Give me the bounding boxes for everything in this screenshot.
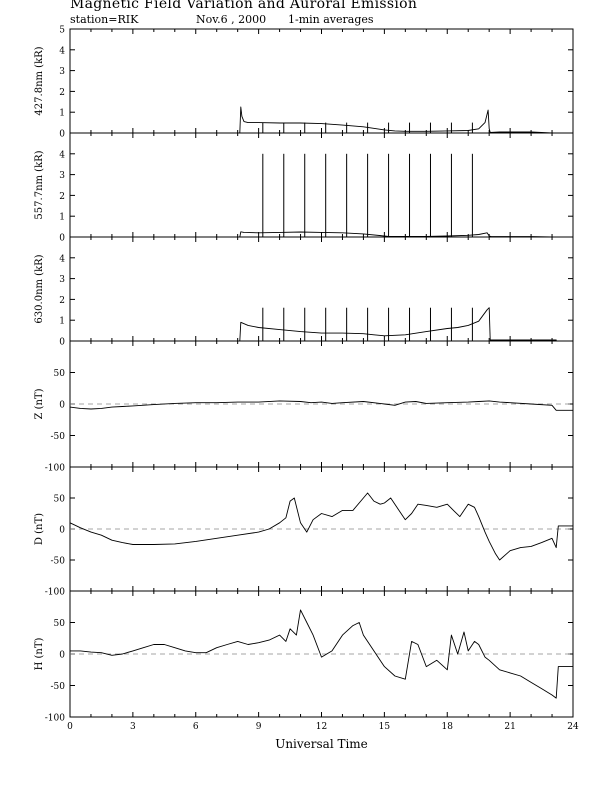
- panel-frame-1: [69, 28, 574, 134]
- x-tick-label: 9: [256, 722, 262, 732]
- y-tick-label: 0: [59, 234, 65, 244]
- series-line-2: [70, 231, 553, 238]
- y-tick-label: 50: [54, 495, 66, 505]
- y-tick-label: 1: [59, 317, 65, 327]
- y-tick-label: -50: [51, 557, 66, 567]
- x-tick-label: 15: [379, 722, 391, 732]
- x-axis-label: Universal Time: [275, 737, 368, 751]
- y-axis-label-3: 630.0nm (kR): [34, 254, 45, 323]
- panel-frame-2: [69, 132, 574, 238]
- y-tick-label: -100: [45, 464, 65, 474]
- y-tick-label: 1: [59, 213, 65, 223]
- x-tick-label: 3: [130, 722, 136, 732]
- y-tick-label: 50: [54, 619, 66, 629]
- y-tick-label: 3: [59, 171, 65, 181]
- y-axis-label-2: 557.7nm (kR): [34, 150, 45, 219]
- y-tick-label: -50: [51, 682, 66, 692]
- y-axis-label-6: H (nT): [34, 637, 45, 670]
- y-tick-label: -100: [45, 714, 65, 724]
- y-tick-label: 4: [59, 46, 65, 56]
- y-tick-label: 4: [59, 254, 65, 264]
- y-tick-label: -50: [51, 432, 66, 442]
- y-tick-label: 0: [59, 338, 65, 348]
- y-tick-label: 3: [59, 275, 65, 285]
- series-line-1: [70, 106, 553, 134]
- y-tick-label: 5: [59, 26, 65, 36]
- panel-frame-3: [69, 236, 574, 342]
- y-axis-label-1: 427.8nm (kR): [34, 46, 45, 115]
- y-tick-label: -100: [45, 588, 65, 598]
- x-tick-label: 6: [193, 722, 199, 732]
- y-tick-label: 2: [59, 296, 65, 306]
- y-tick-label: 2: [59, 192, 65, 202]
- series-line-5: [69, 492, 573, 561]
- series-line-4: [69, 400, 573, 411]
- series-line-3: [70, 307, 573, 342]
- y-tick-label: 1: [59, 109, 65, 119]
- x-tick-label: 0: [67, 722, 73, 732]
- y-tick-label: 4: [59, 150, 65, 160]
- x-tick-label: 24: [567, 722, 579, 732]
- y-tick-label: 2: [59, 88, 65, 98]
- y-axis-label-5: D (nT): [34, 513, 45, 545]
- x-tick-label: 12: [316, 722, 327, 732]
- y-tick-label: 50: [54, 369, 66, 379]
- averaging-label: 1-min averages: [288, 13, 374, 26]
- y-tick-label: 0: [59, 651, 65, 661]
- chart-title: Magnetic Field Variation and Auroral Emi…: [70, 0, 418, 12]
- x-tick-label: 18: [442, 722, 454, 732]
- y-tick-label: 3: [59, 67, 65, 77]
- series-line-6: [70, 609, 573, 699]
- y-tick-label: 0: [59, 526, 65, 536]
- y-axis-label-4: Z (nT): [34, 388, 45, 419]
- station-label: station=RIK: [70, 13, 139, 26]
- x-tick-label: 21: [504, 722, 515, 732]
- date-label: Nov.6 , 2000: [196, 13, 267, 26]
- y-tick-label: 0: [59, 401, 65, 411]
- y-tick-label: 0: [59, 130, 65, 140]
